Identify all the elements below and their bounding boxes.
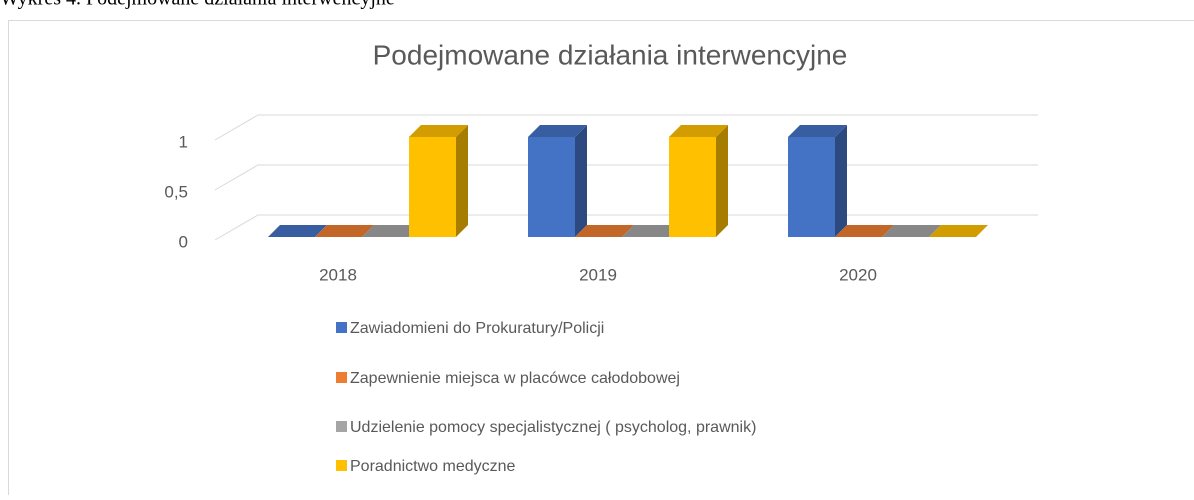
bar-front: [788, 137, 835, 237]
legend-label: Zawiadomieni do Prokuratury/Policji: [350, 320, 604, 337]
legend-swatch: [336, 460, 347, 471]
legend-label: Zapewnienie miejsca w placówce całodobow…: [350, 370, 680, 387]
bar-side: [835, 125, 847, 237]
legend-swatch: [336, 421, 347, 432]
legend-label: Udzielenie pomocy specjalistycznej ( psy…: [350, 419, 756, 436]
chart-title: Podejmowane działania interwencyjne: [373, 39, 848, 70]
bar: [409, 125, 468, 237]
caption: Wykres 4. Podejmowane działania interwen…: [0, 0, 395, 10]
bar-side: [456, 125, 468, 237]
bar-front: [528, 137, 575, 237]
y-tick-label: 0,5: [164, 182, 188, 201]
bar-side: [575, 125, 587, 237]
y-tick-label: 1: [179, 132, 188, 151]
bar: [528, 125, 587, 237]
bar: [788, 125, 847, 237]
bar-front: [669, 137, 716, 237]
bar-front: [409, 137, 456, 237]
bar: [669, 125, 728, 237]
legend-swatch: [336, 322, 347, 333]
x-tick-label: 2020: [839, 265, 877, 284]
x-tick-label: 2019: [579, 265, 617, 284]
legend-label: Poradnictwo medyczne: [350, 458, 516, 475]
x-tick-label: 2018: [319, 265, 357, 284]
y-tick-label: 0: [179, 232, 188, 251]
legend-swatch: [336, 372, 347, 383]
bar-side: [716, 125, 728, 237]
